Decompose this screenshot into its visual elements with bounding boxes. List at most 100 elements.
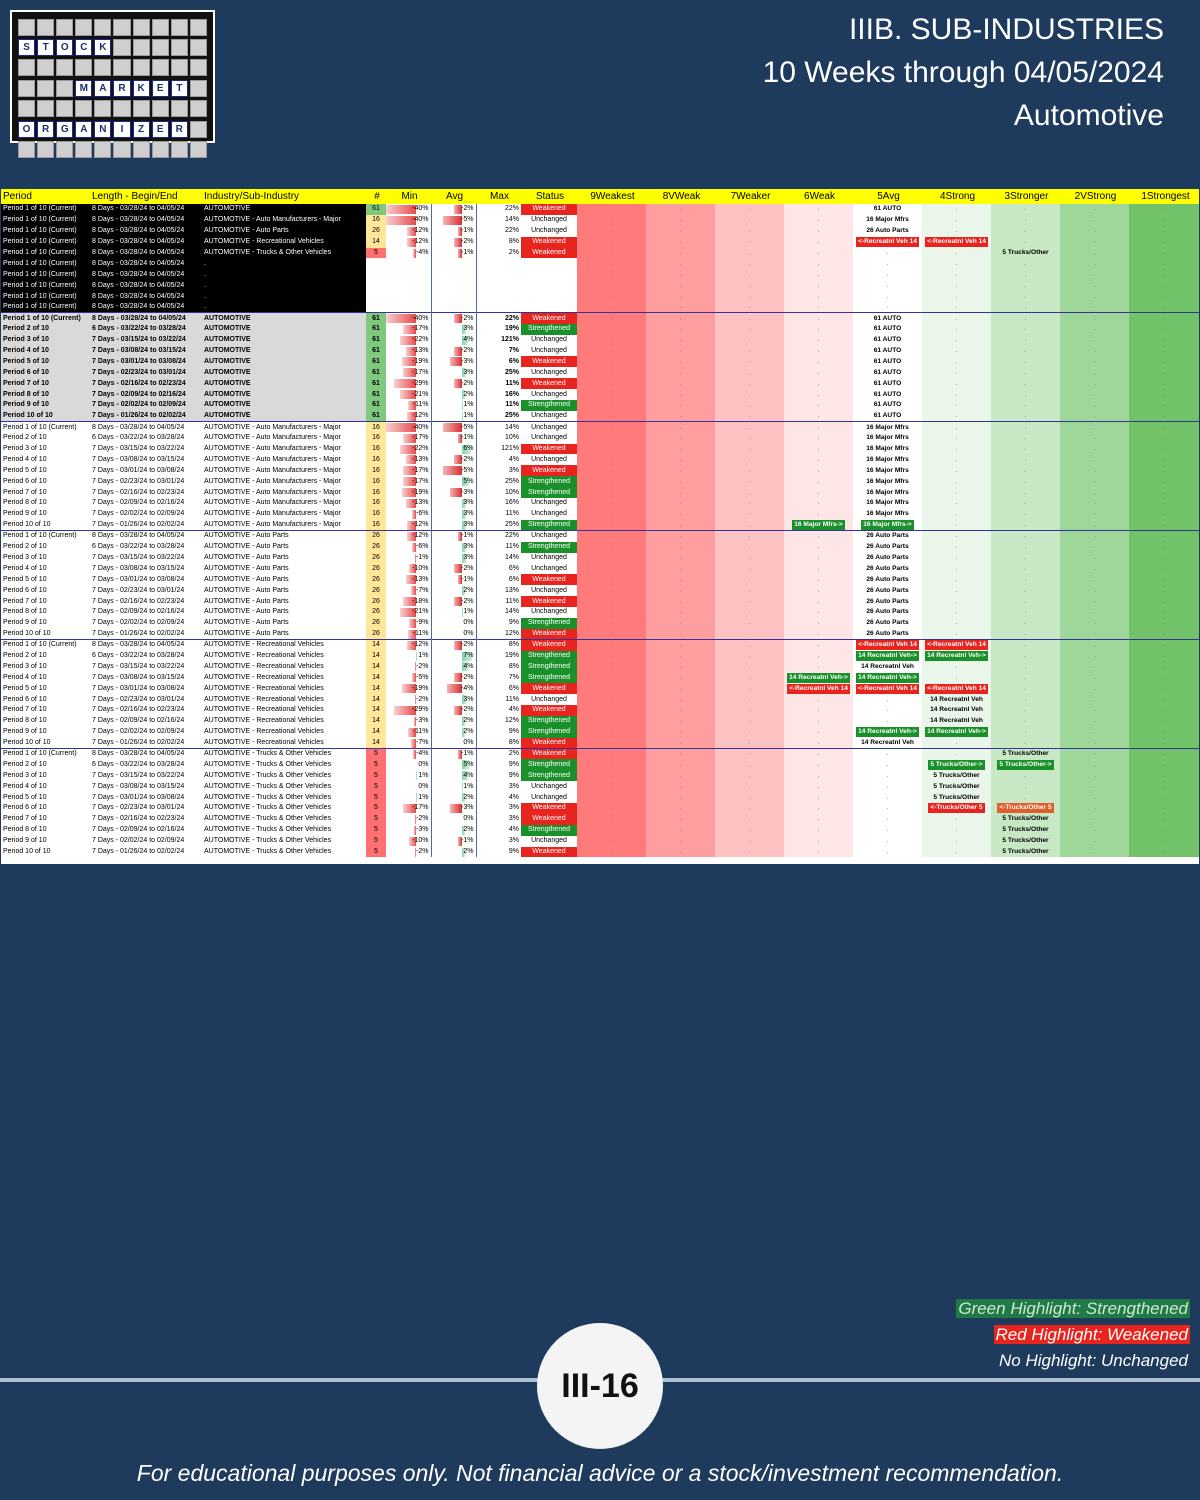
industry-cell: AUTOMOTIVE - Trucks & Other Vehicles (202, 748, 366, 760)
avg-value: 3% (463, 695, 474, 703)
avg-value: 4% (463, 336, 474, 344)
column-header: 5Avg (853, 189, 922, 204)
empty-bin-cell: . (1129, 432, 1199, 444)
period-cell: Period 8 of 10 (3, 717, 47, 725)
table-row: Period 8 of 10 7 Days - 02/09/24 to 02/16… (1, 498, 1199, 509)
period-cell: Period 7 of 10 (3, 706, 47, 714)
logo-letter-tile (189, 39, 207, 57)
length-cell: 6 Days - 03/22/24 to 03/28/24 (92, 543, 185, 551)
period-cell: Period 6 of 10 (3, 804, 47, 812)
rank-bin-cell: 5 Trucks/Other (991, 813, 1060, 825)
avg-cell: 3% (431, 323, 477, 335)
avg-bar-mark (450, 803, 462, 813)
min-value: -29% (412, 379, 429, 387)
empty-bin-cell: . (646, 302, 715, 313)
empty-bin-cell: . (922, 476, 991, 488)
empty-bin-cell: . (577, 356, 646, 368)
avg-value: 6% (463, 445, 474, 453)
empty-bin-cell: . (715, 356, 784, 368)
avg-bar-mark (461, 782, 463, 792)
min-bar-mark (407, 532, 416, 542)
table-row: Period 10 of 10 7 Days - 01/26/24 to 02/0… (1, 410, 1199, 422)
rank-move-chip: <-Recreatnl Veh 14 (856, 683, 919, 694)
rank-bin-cell: 14 Recreatnl Veh-> (853, 726, 922, 738)
empty-bin-cell: . (853, 781, 922, 793)
count-cell: 5 (366, 846, 386, 858)
empty-bin-cell: . (853, 247, 922, 259)
table-row: Period 10 of 10 7 Days - 01/26/24 to 02/0… (1, 846, 1199, 858)
min-value: -18% (412, 597, 429, 605)
min-bar-mark (402, 597, 416, 607)
logo-letter-tile (132, 39, 150, 57)
count-cell: 16 (366, 476, 386, 488)
empty-bin-cell: . (1060, 487, 1129, 499)
page-header: IIIB. SUB-INDUSTRIES 10 Weeks through 04… (763, 8, 1164, 137)
empty-bin-cell: . (784, 737, 853, 749)
avg-value: -5% (461, 466, 474, 474)
avg-bar-mark (442, 466, 462, 476)
empty-bin-cell: . (1060, 835, 1129, 847)
industry-cell: AUTOMOTIVE - Auto Parts (204, 629, 289, 637)
status-cell: Strengthened (521, 824, 577, 836)
empty-bin-cell: . (853, 280, 922, 292)
empty-bin-cell: . (1129, 312, 1199, 324)
empty-bin-cell: . (715, 465, 784, 477)
min-bar-mark (394, 379, 416, 389)
empty-bin-cell: . (1060, 704, 1129, 716)
avg-bar-mark (454, 564, 462, 574)
rank-move-chip: 5 Trucks/Other-> (997, 759, 1054, 770)
min-value: -11% (412, 728, 429, 736)
avg-value: -2% (461, 347, 474, 355)
empty-bin-cell: . (715, 378, 784, 390)
rank-bin-cell: 61 AUTO (853, 323, 922, 335)
empty-bin-cell: . (1060, 400, 1129, 411)
empty-bin-cell: . (1129, 802, 1199, 814)
logo-letter-tile (56, 59, 74, 77)
max-cell: 14% (504, 608, 519, 616)
empty-bin-cell: . (1129, 563, 1199, 575)
rank-bin-cell: 61 AUTO (853, 356, 922, 368)
empty-bin-cell: . (1129, 530, 1199, 542)
empty-bin-cell: . (646, 617, 715, 629)
table-row: Period 9 of 10 7 Days - 02/02/24 to 02/09… (1, 617, 1199, 629)
status-cell: Strengthened (521, 323, 577, 335)
avg-value: 0% (463, 738, 474, 746)
avg-bar-mark (461, 586, 465, 596)
empty-bin-cell: . (1060, 759, 1129, 771)
logo-letter-tile (132, 18, 150, 36)
count-cell (366, 291, 386, 302)
empty-bin-cell: . (1129, 465, 1199, 477)
avg-bar-mark (461, 477, 469, 487)
column-header: Length - Begin/End (90, 189, 202, 204)
min-cell: -6% (386, 541, 432, 553)
length-cell: 8 Days - 03/28/24 to 04/05/24 (90, 530, 202, 542)
min-cell: -22% (386, 443, 432, 455)
logo-letter-tile (132, 100, 150, 118)
avg-value: 3% (463, 553, 474, 561)
period-cell: Period 8 of 10 (3, 499, 47, 507)
period-cell: Period 9 of 10 (3, 619, 47, 627)
avg-bar-mark (454, 597, 462, 607)
min-cell: -21% (386, 606, 432, 618)
period-cell: Period 1 of 10 (Current) (1, 214, 90, 226)
avg-value: -1% (461, 434, 474, 442)
empty-bin-cell: . (715, 639, 784, 651)
length-cell: 7 Days - 03/01/24 to 03/08/24 (92, 466, 185, 474)
status-cell: Strengthened (521, 770, 577, 782)
min-cell: -11% (386, 628, 432, 640)
logo-letter-tile (170, 39, 188, 57)
empty-bin-cell: . (991, 661, 1060, 673)
count-cell: 16 (366, 508, 386, 520)
period-cell: Period 7 of 10 (3, 597, 47, 605)
empty-bin-cell: . (1129, 356, 1199, 368)
rank-bin-cell: 16 Major Mfrs-> (853, 519, 922, 531)
logo-letter-tile (151, 18, 169, 36)
empty-bin-cell: . (784, 596, 853, 607)
table-row: Period 1 of 10 (Current) 8 Days - 03/28/2… (1, 247, 1199, 259)
length-cell: 7 Days - 02/02/24 to 02/09/24 (92, 728, 185, 736)
max-cell: 22% (504, 205, 519, 213)
rank-bin-cell: <-Recreatnl Veh 14 (922, 683, 991, 695)
empty-bin-cell: . (646, 672, 715, 684)
avg-bar-mark (442, 215, 462, 225)
table-row: Period 1 of 10 (Current) 8 Days - 03/28/2… (1, 280, 1199, 292)
